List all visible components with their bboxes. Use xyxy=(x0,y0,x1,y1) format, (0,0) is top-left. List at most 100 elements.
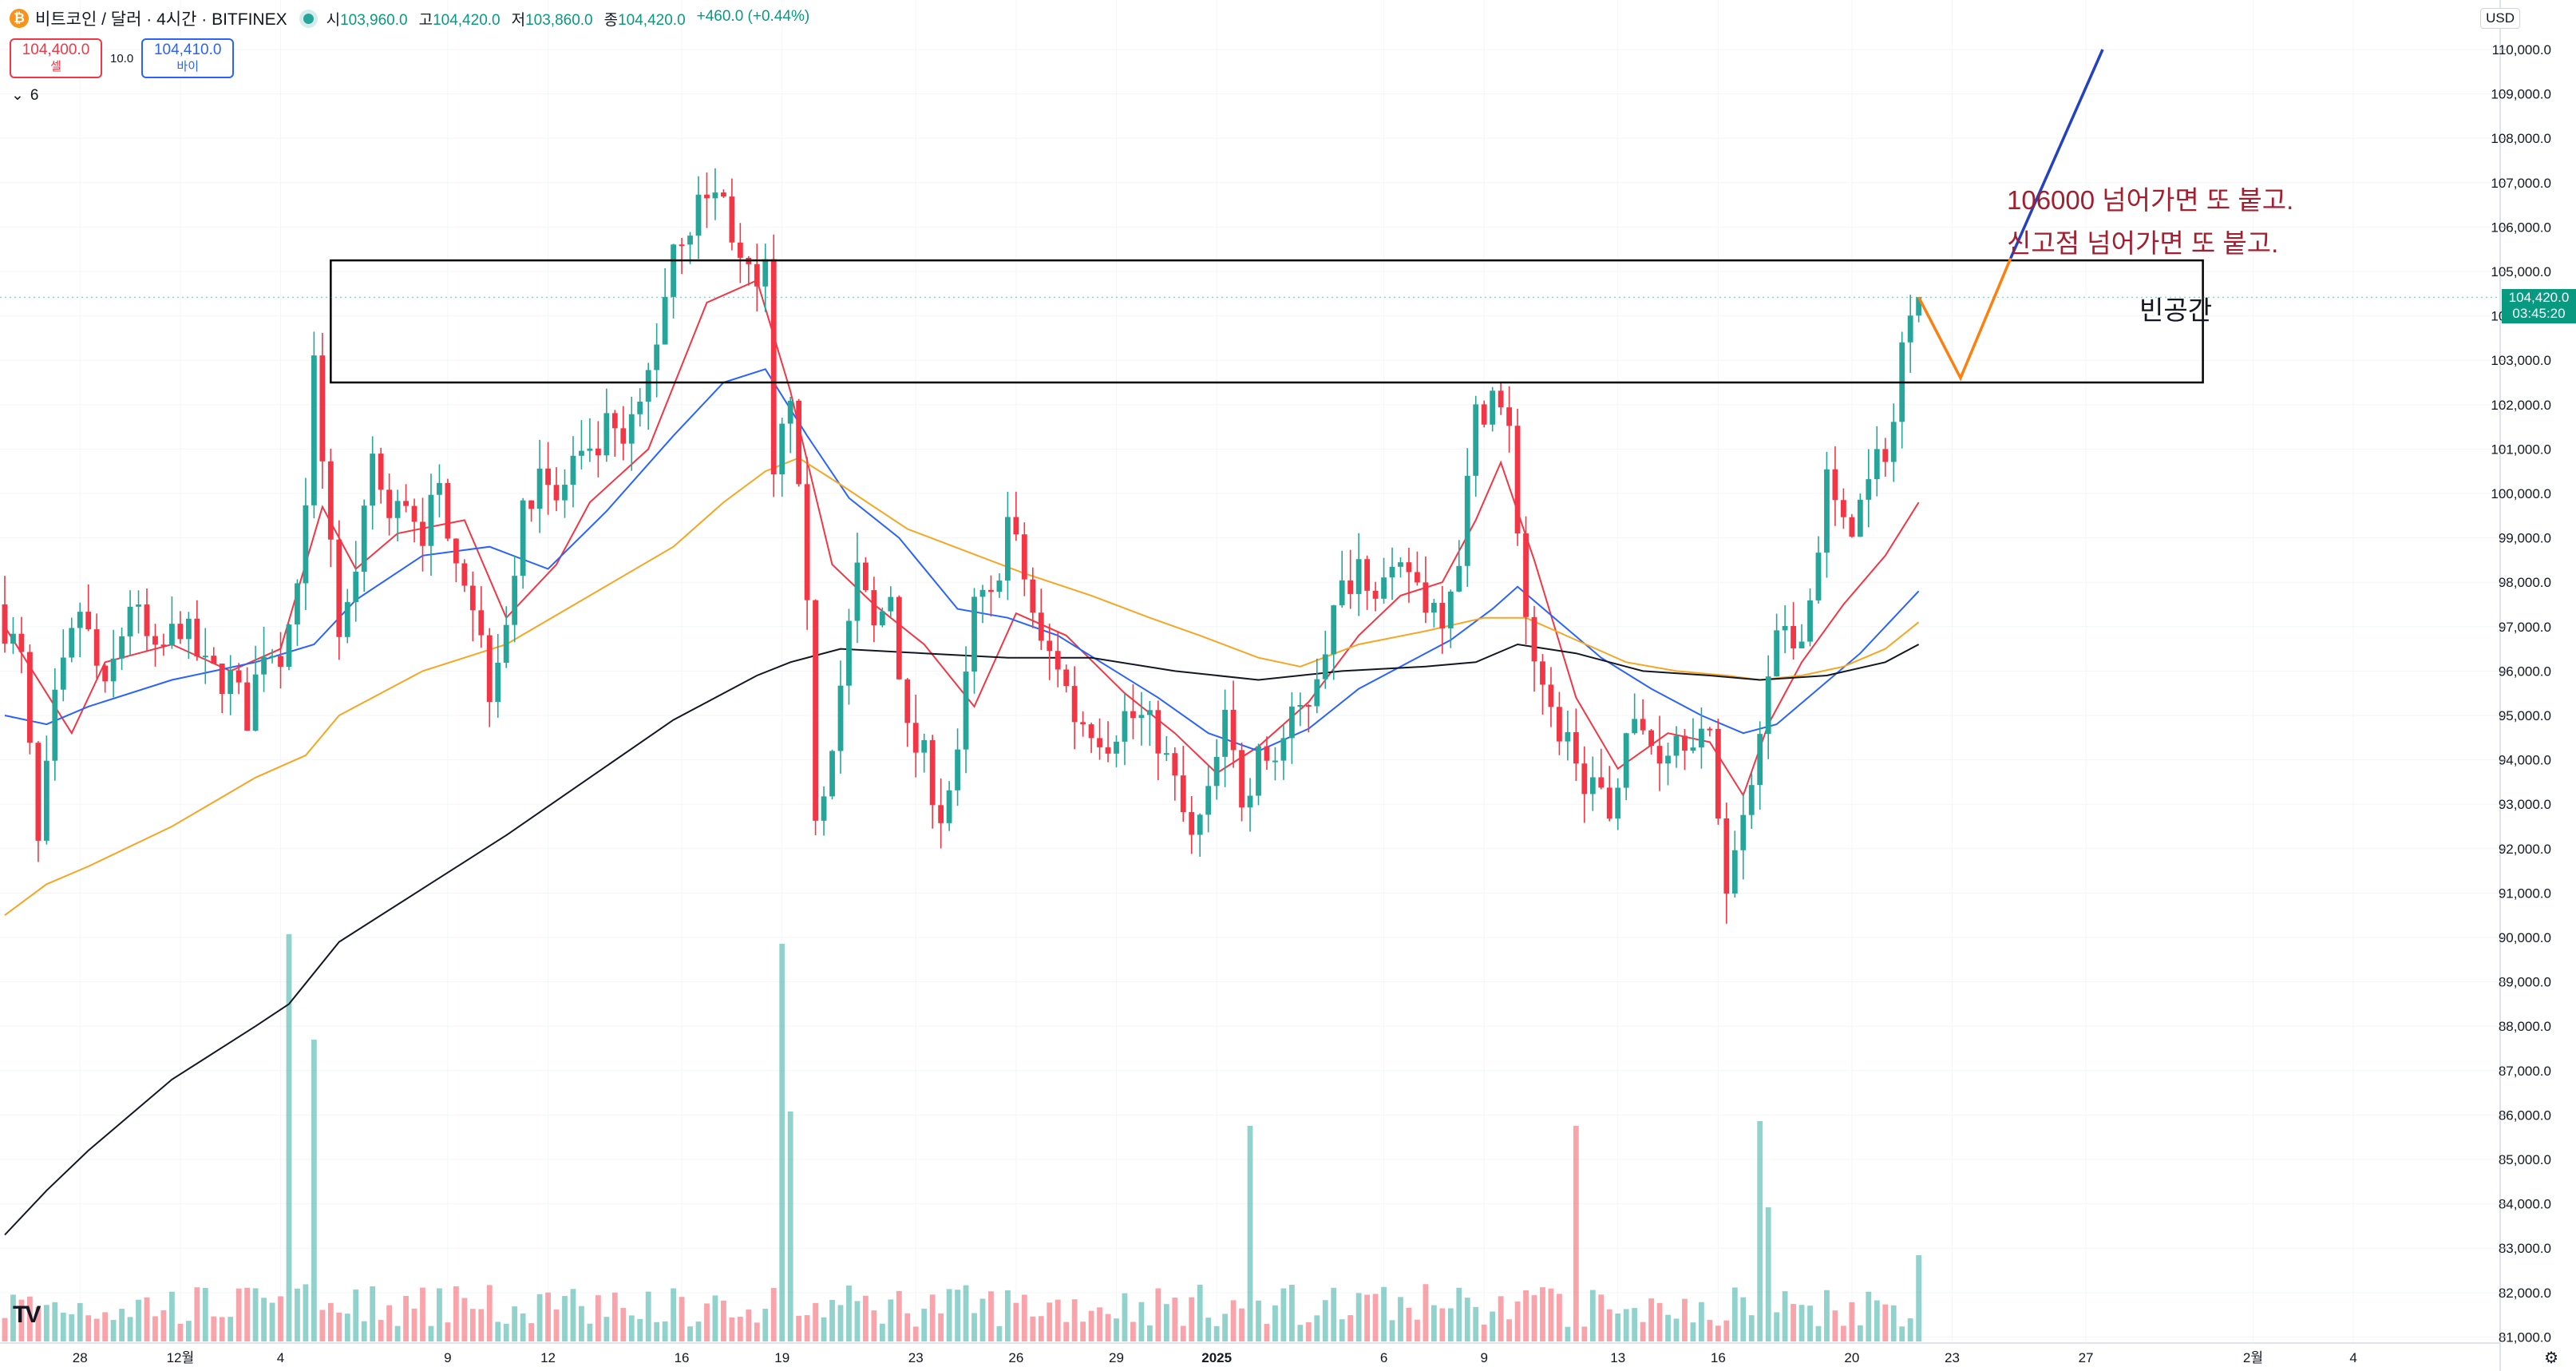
candle-body xyxy=(1589,777,1596,794)
volume-bar xyxy=(1264,1324,1270,1341)
volume-bar xyxy=(971,1313,977,1341)
volume-bar xyxy=(1222,1314,1229,1341)
tradingview-logo-icon[interactable]: TV xyxy=(13,1302,41,1328)
candle-body xyxy=(394,501,401,518)
volume-bar xyxy=(628,1315,635,1341)
candle-body xyxy=(595,448,601,456)
volume-bar xyxy=(1097,1307,1102,1341)
volume-bar xyxy=(904,1313,911,1341)
candle-body xyxy=(587,448,593,451)
volume-bar xyxy=(1280,1288,1287,1341)
buy-button[interactable]: 104,410.0 바이 xyxy=(141,38,235,78)
candle-body xyxy=(169,624,175,646)
candle-body xyxy=(611,413,618,429)
annotation-gap-label[interactable]: 빈공간 xyxy=(2139,295,2213,325)
volume-bar xyxy=(654,1321,660,1341)
candle-body xyxy=(244,682,251,731)
volume-bar xyxy=(1632,1308,1638,1341)
currency-selector[interactable]: USD xyxy=(2480,8,2520,29)
close-value: 104,420.0 xyxy=(618,11,686,29)
volume-bar xyxy=(1765,1207,1771,1341)
candle-body xyxy=(904,679,911,723)
volume-bar xyxy=(679,1297,685,1341)
volume-bar xyxy=(863,1295,869,1341)
candle-body xyxy=(1882,449,1889,462)
candle-body xyxy=(160,644,167,647)
volume-bar xyxy=(1656,1302,1663,1341)
volume-bar xyxy=(1355,1293,1362,1341)
candle-body xyxy=(319,355,326,462)
candle-body xyxy=(1430,602,1437,613)
volume-bar xyxy=(185,1321,192,1341)
time-tick-label: 23 xyxy=(908,1350,924,1365)
volume-bar xyxy=(1731,1287,1738,1341)
candle-body xyxy=(152,636,158,645)
time-tick-label: 4 xyxy=(277,1350,284,1365)
symbol-title[interactable]: 비트코인 / 달러 · 4시간 · BITFINEX xyxy=(35,10,287,29)
time-tick-label: 9 xyxy=(1480,1350,1487,1365)
candle-body xyxy=(1857,499,1863,537)
candle-body xyxy=(445,482,451,539)
candle-body xyxy=(1774,630,1780,677)
volume-bar xyxy=(411,1308,417,1341)
gear-icon[interactable]: ⚙ xyxy=(2544,1349,2558,1367)
volume-bar xyxy=(896,1290,902,1341)
volume-bar xyxy=(1130,1321,1136,1341)
chart-header: ₿ 비트코인 / 달러 · 4시간 · BITFINEX 시103,960.0 … xyxy=(10,5,809,32)
volume-bar xyxy=(1071,1299,1078,1341)
volume-bar xyxy=(1430,1305,1437,1341)
candle-body xyxy=(486,635,493,703)
price-tick-label: 83,000.0 xyxy=(2499,1241,2551,1256)
volume-bar xyxy=(1372,1294,1379,1341)
candle-body xyxy=(127,606,133,636)
volume-bar xyxy=(295,1288,300,1341)
candle-body xyxy=(102,665,109,682)
volume-bar xyxy=(1239,1308,1244,1341)
candle-body xyxy=(1731,850,1738,894)
candle-body xyxy=(579,450,584,456)
volume-bar xyxy=(512,1306,518,1341)
volume-bar xyxy=(1606,1309,1612,1341)
candle-body xyxy=(1648,730,1654,747)
candle-body xyxy=(1305,705,1312,707)
last-price-tag: 104,420.0 03:45:20 xyxy=(2502,289,2576,323)
volume-bar xyxy=(1005,1290,1011,1341)
volume-bar xyxy=(737,1317,743,1341)
candle-body xyxy=(520,500,526,577)
annotation-line-1[interactable]: 106000 넘어가면 또 붙고. xyxy=(2007,185,2294,215)
volume-bar xyxy=(361,1321,367,1341)
candle-body xyxy=(955,749,960,791)
volume-bar xyxy=(1213,1325,1220,1341)
candle-body xyxy=(1105,747,1111,754)
volume-bar xyxy=(1723,1320,1730,1341)
volume-bar xyxy=(662,1321,668,1341)
price-tick-label: 103,000.0 xyxy=(2491,353,2551,368)
candle-body xyxy=(1071,686,1078,723)
annotation-line-2[interactable]: 신고점 넘어가면 또 붙고. xyxy=(2007,228,2279,258)
candle-body xyxy=(211,656,217,664)
volume-bar xyxy=(536,1294,543,1341)
candle-body xyxy=(1490,390,1496,425)
volume-bar xyxy=(854,1301,861,1341)
candle-body xyxy=(1632,719,1638,734)
candle-body xyxy=(386,489,393,518)
volume-bar xyxy=(77,1302,83,1341)
candlesticks xyxy=(2,168,1922,924)
time-tick-label: 4 xyxy=(2349,1350,2356,1365)
volume-bar xyxy=(796,1315,802,1341)
ohlc-readout: 시103,960.0 고104,420.0 저103,860.0 종104,42… xyxy=(326,7,810,29)
volume-bar xyxy=(1415,1319,1420,1341)
candle-body xyxy=(110,658,117,682)
candle-body xyxy=(1890,422,1897,462)
indicators-toggle[interactable]: ⌄ 6 xyxy=(11,86,39,105)
candle-body xyxy=(1832,469,1838,501)
volume-bar xyxy=(1815,1325,1822,1341)
time-tick-label: 13 xyxy=(1610,1350,1625,1365)
candle-body xyxy=(896,596,902,680)
candle-body xyxy=(461,563,468,586)
sell-button[interactable]: 104,400.0 셀 xyxy=(10,38,102,78)
candle-body xyxy=(1355,559,1362,594)
candle-body xyxy=(1740,814,1747,850)
volume-bar xyxy=(311,1040,317,1341)
